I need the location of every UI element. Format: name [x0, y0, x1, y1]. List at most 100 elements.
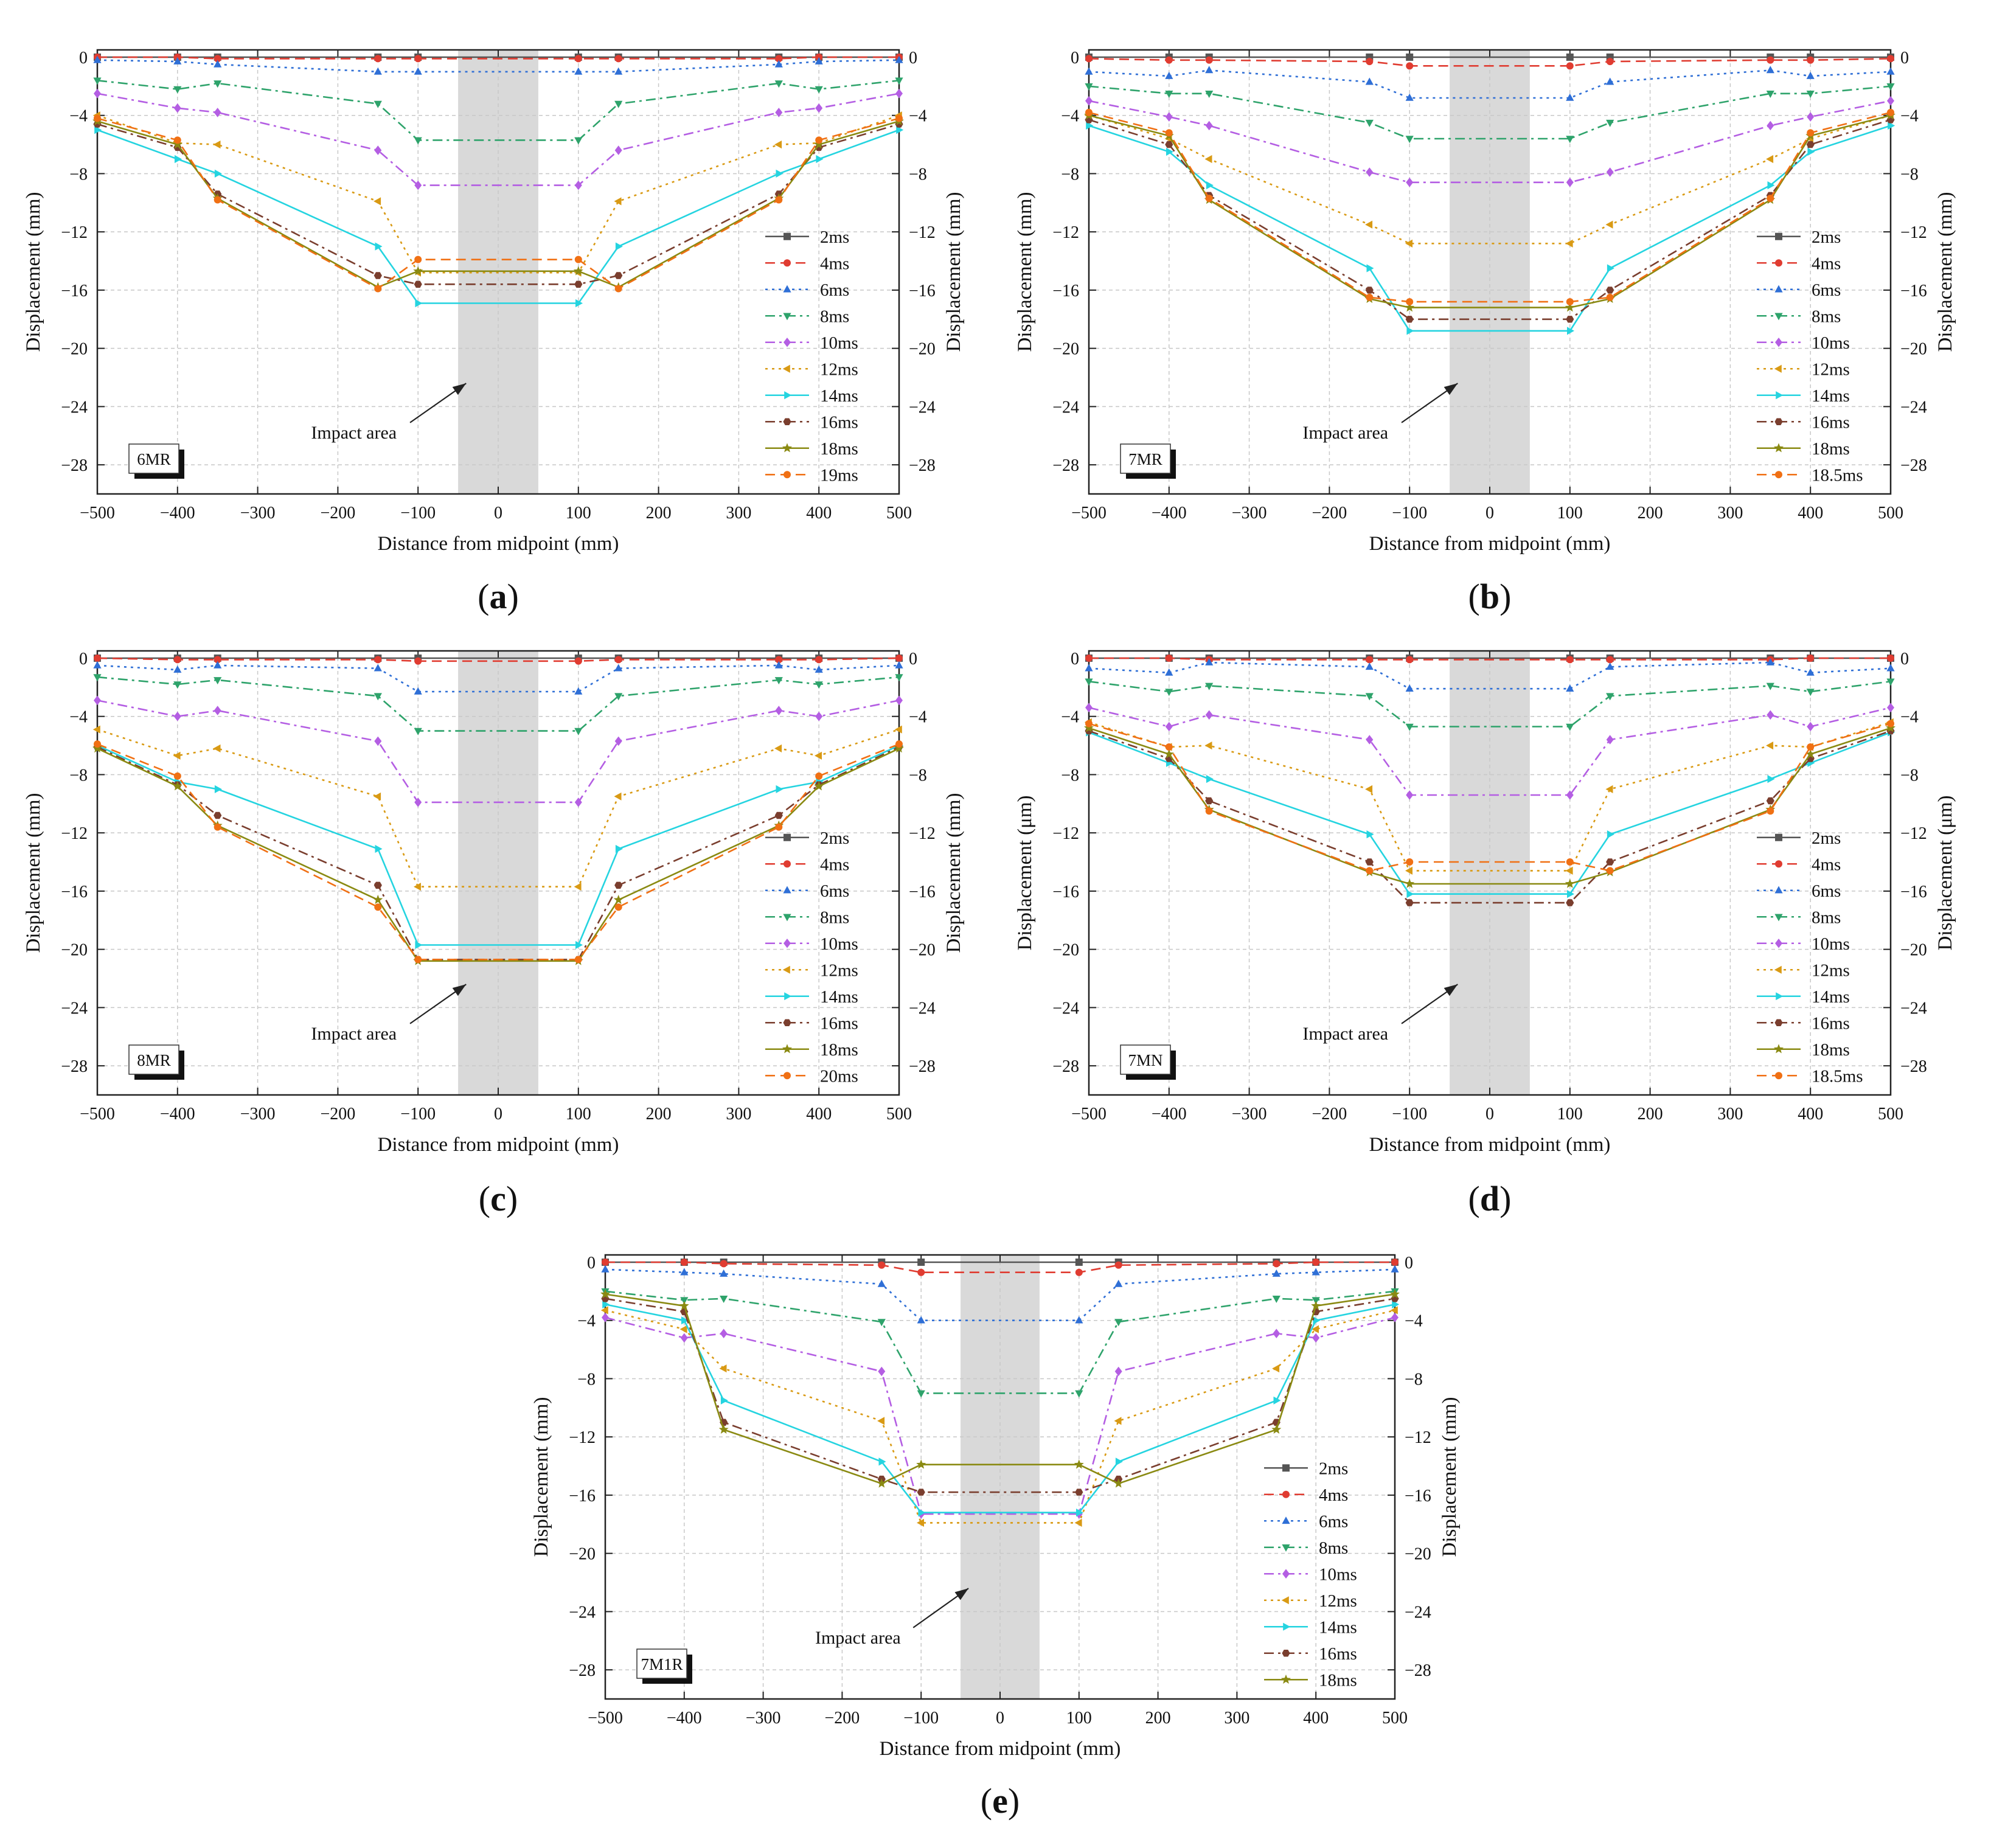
data-point-12ms: [1565, 239, 1573, 248]
y-tick-label-right: −8: [909, 165, 927, 184]
data-point-8ms: [614, 693, 623, 701]
data-point-4ms: [1406, 62, 1414, 70]
data-point-10ms: [1366, 735, 1374, 745]
data-point-6ms: [601, 1265, 610, 1273]
series-8ms: [93, 674, 903, 735]
legend-label: 4ms: [820, 254, 849, 273]
x-axis-title: Distance from midpoint (mm): [378, 1134, 619, 1156]
legend-label: 8ms: [1812, 307, 1841, 326]
y-tick-label: −8: [69, 766, 88, 785]
series-line-12ms: [1088, 721, 1891, 872]
series-18.5ms: [1085, 720, 1894, 875]
legend-label: 18.5ms: [1812, 465, 1863, 485]
y-tick-label: −16: [569, 1487, 596, 1506]
data-point-6ms: [214, 661, 222, 669]
x-tick-label: −300: [240, 504, 276, 523]
y-tick-label-right: −24: [909, 398, 936, 417]
legend-label: 12ms: [1812, 360, 1850, 379]
data-point-4ms: [414, 55, 422, 63]
data-point-12ms: [877, 1417, 885, 1425]
series-line-12ms: [605, 1309, 1395, 1524]
data-point-18ms: [573, 266, 583, 276]
series-line-14ms: [1088, 731, 1891, 895]
y-tick-label: −24: [1052, 398, 1079, 417]
y-tick-label: −4: [69, 107, 88, 126]
legend-label: 6ms: [820, 280, 849, 300]
data-point-8ms: [1075, 1390, 1083, 1398]
legend-marker: [1282, 1464, 1290, 1472]
legend-marker: [1282, 1569, 1290, 1579]
legend-label: 6ms: [1812, 881, 1841, 901]
data-point-8ms: [1806, 689, 1815, 696]
data-point-10ms: [878, 1366, 886, 1377]
y-tick-label-right: −20: [1900, 340, 1927, 359]
legend: 2ms 4ms 6ms 8ms 10ms 12ms 14ms 16ms 18ms 19ms: [765, 228, 858, 485]
data-point-12ms: [1405, 866, 1412, 875]
data-point-10ms: [895, 89, 903, 99]
x-tick-label: −200: [321, 1105, 356, 1124]
legend-marker: [1775, 833, 1782, 841]
data-point-14ms: [1406, 890, 1414, 898]
legend-label: 12ms: [1319, 1591, 1357, 1611]
y-tick-label: −4: [69, 708, 88, 727]
y-tick-label-right: −16: [909, 883, 936, 901]
legend-label: 8ms: [1319, 1538, 1348, 1558]
data-point-6ms: [680, 1268, 689, 1276]
x-tick-label: 100: [566, 1105, 591, 1124]
y-tick-label: −16: [61, 883, 88, 901]
y-tick-label: −24: [61, 999, 88, 1018]
data-point-12ms: [1405, 239, 1412, 248]
data-point-10ms: [1205, 710, 1213, 720]
data-point-8ms: [214, 80, 222, 88]
data-point-4ms: [680, 1258, 688, 1266]
data-point-4ms: [720, 1260, 728, 1268]
legend-marker: [1775, 939, 1782, 948]
data-point-14ms: [776, 785, 784, 793]
data-point-14ms: [1607, 830, 1614, 839]
y-tick-label-right: −8: [909, 766, 927, 785]
data-point-4ms: [1312, 1258, 1320, 1266]
legend-label: 10ms: [820, 333, 858, 353]
y-axis-title-right: Displacement (mm): [1439, 1397, 1461, 1557]
legend-label: 8ms: [820, 307, 849, 326]
legend-label: 12ms: [1812, 960, 1850, 980]
data-point-12ms: [414, 883, 421, 891]
data-point-8ms: [374, 693, 382, 701]
data-point-18.5ms: [1606, 867, 1614, 875]
data-point-18.5ms: [1807, 743, 1815, 751]
y-axis-title-right: Displacement (mm): [1934, 192, 1956, 352]
data-point-8ms: [614, 100, 623, 108]
legend-marker: [784, 992, 792, 1001]
x-tick-label: −400: [1152, 504, 1187, 523]
data-point-14ms: [1392, 1300, 1400, 1308]
data-point-6ms: [774, 60, 783, 68]
data-point-18ms: [172, 139, 182, 149]
data-point-4ms: [1165, 56, 1173, 64]
data-point-16ms: [1075, 1488, 1083, 1496]
data-point-10ms: [574, 180, 582, 190]
data-point-14ms: [918, 1509, 926, 1517]
series-12ms: [92, 725, 902, 891]
chart-panel-c: −500 −400 −300 −200 −100 0 100 200 300 400 500 0 0 −4…: [23, 650, 965, 1218]
series-line-6ms: [1088, 661, 1891, 690]
data-point-10ms: [720, 1329, 728, 1338]
data-point-12ms: [1312, 1325, 1319, 1333]
legend-marker: [783, 285, 791, 293]
series-6ms: [601, 1265, 1399, 1324]
x-tick-label: 100: [1557, 504, 1583, 523]
x-tick-label: −500: [588, 1709, 623, 1728]
data-point-8ms: [93, 77, 102, 85]
x-tick-label: 100: [1066, 1709, 1092, 1728]
data-point-10ms: [173, 711, 181, 721]
data-point-18.5ms: [1887, 108, 1894, 116]
data-point-18.5ms: [1767, 807, 1774, 815]
data-point-8ms: [774, 677, 783, 685]
legend-label: 18ms: [820, 1040, 858, 1060]
y-tick-label: −8: [1061, 165, 1079, 184]
data-point-18.5ms: [1085, 720, 1093, 728]
y-tick-label: −12: [1052, 824, 1079, 843]
y-tick-label-right: −4: [1900, 107, 1919, 126]
data-point-14ms: [214, 785, 222, 793]
data-point-4ms: [1114, 1261, 1122, 1269]
data-point-10ms: [1312, 1333, 1320, 1343]
